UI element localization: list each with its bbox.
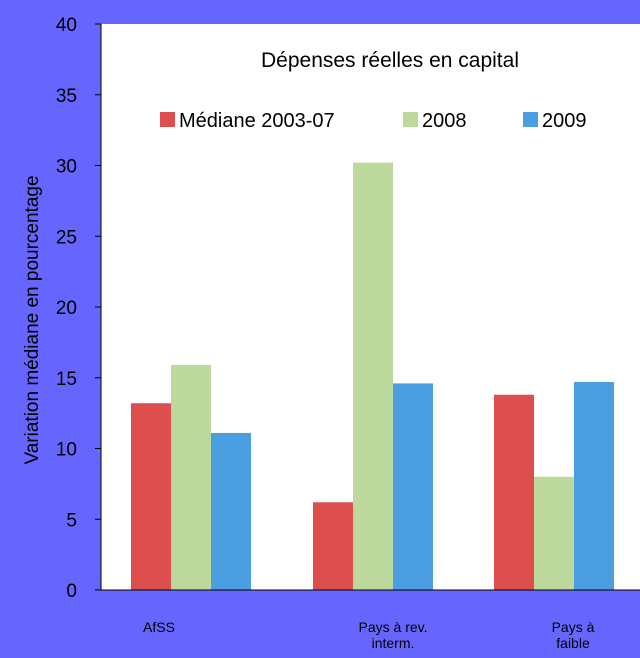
y-tick-label: 30 — [56, 157, 77, 178]
x-category-label: AfSS — [143, 619, 175, 635]
y-tick-label: 0 — [66, 581, 77, 602]
x-category-label: Pays à rev. — [359, 619, 428, 635]
legend-label: 2008 — [422, 110, 467, 132]
x-category-label: Pays à — [552, 619, 595, 635]
bar — [131, 403, 171, 590]
chart-title: Dépenses réelles en capital — [261, 49, 519, 72]
bar — [211, 432, 251, 590]
bar — [353, 162, 393, 591]
y-tick-label: 40 — [56, 15, 77, 36]
legend-label: 2009 — [542, 110, 587, 132]
bar — [171, 365, 211, 590]
y-tick-label: 35 — [56, 86, 77, 107]
bar — [393, 383, 433, 590]
y-axis-label: Variation médiane en pourcentage — [22, 175, 43, 464]
x-category-label: faible — [556, 635, 590, 651]
legend-label: Médiane 2003-07 — [179, 110, 335, 132]
y-tick-label: 15 — [56, 369, 77, 390]
bar — [574, 381, 614, 590]
y-tick-label: 10 — [56, 440, 77, 461]
legend-swatch — [160, 112, 175, 127]
legend: Médiane 2003-07 2008 2009 — [160, 110, 587, 132]
bar — [534, 476, 574, 590]
y-tick-label: 20 — [56, 298, 77, 319]
y-tick-label: 25 — [56, 227, 77, 248]
legend-swatch — [523, 112, 538, 127]
bar — [313, 502, 353, 590]
bar — [494, 394, 534, 590]
x-category-label: interm. — [372, 635, 415, 651]
legend-swatch — [403, 112, 418, 127]
y-tick-label: 5 — [66, 510, 77, 531]
